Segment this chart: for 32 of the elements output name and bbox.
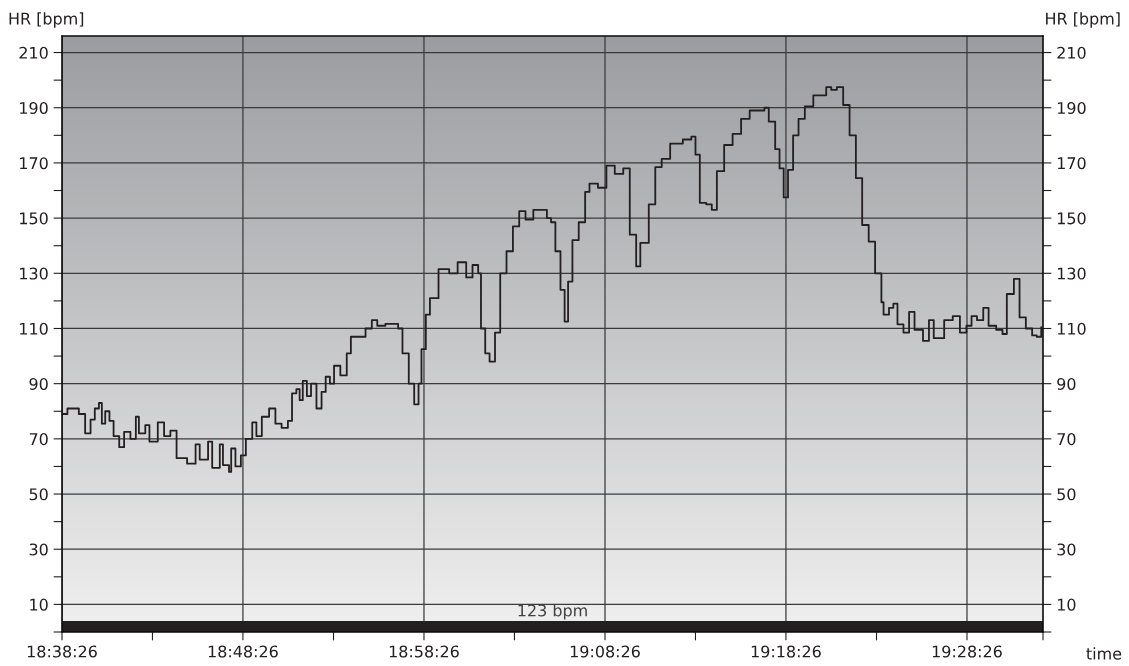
y-tick-label: 190	[20, 101, 48, 115]
x-tick-label: 19:08:26	[570, 645, 640, 658]
x-tick-label: 18:38:26	[27, 645, 97, 658]
y2-tick-label: 210	[1057, 46, 1086, 59]
y2-tick-label: 110	[1057, 322, 1086, 335]
y2-tick-label: 10	[1057, 598, 1076, 611]
y-tick-label: 130	[20, 267, 48, 280]
y-tick-label: 210	[19, 46, 48, 59]
y2-axis-title: HR [bpm]	[1046, 12, 1120, 28]
y-tick-label: 150	[20, 212, 48, 225]
y2-tick-label: 30	[1057, 543, 1076, 556]
x-tick-label: 18:48:26	[208, 645, 278, 658]
y-tick-label: 10	[30, 598, 48, 611]
y2-tick-label: 130	[1057, 267, 1086, 280]
x-axis-title: time	[1086, 647, 1122, 660]
y2-tick-label: 190	[1057, 101, 1086, 115]
y-tick-label: 110	[20, 322, 48, 335]
y2-tick-label: 70	[1057, 433, 1076, 446]
y2-tick-label: 150	[1057, 212, 1086, 225]
x-tick-label: 19:18:26	[751, 645, 821, 658]
y-tick-label: 70	[29, 433, 48, 446]
y2-tick-label: 170	[1057, 157, 1086, 170]
y-axis-title: HR [bpm]	[9, 12, 84, 28]
y-tick-label: 90	[29, 377, 48, 390]
y2-tick-label: 90	[1057, 377, 1076, 390]
y-tick-label: 30	[29, 543, 48, 556]
x-tick-label: 19:28:26	[932, 645, 1002, 658]
y-tick-label: 50	[29, 488, 48, 501]
y-tick-label: 170	[20, 157, 48, 170]
band-label: 123 bpm	[518, 604, 587, 620]
y2-tick-label: 50	[1057, 488, 1076, 501]
x-tick-label: 18:58:26	[389, 645, 459, 658]
